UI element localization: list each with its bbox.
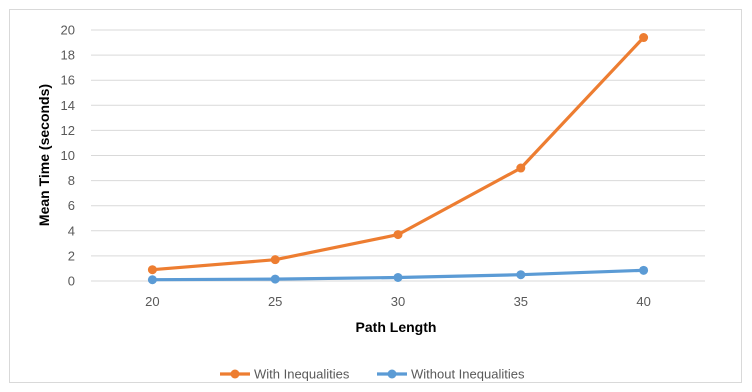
y-tick-label: 14 (61, 98, 75, 113)
series-lines (147, 33, 649, 285)
x-tick-label: 40 (636, 294, 650, 309)
y-tick-label: 12 (61, 123, 75, 138)
legend-label-without-inequalities: Without Inequalities (411, 367, 525, 382)
legend-marker-without-inequalities (387, 369, 397, 379)
x-tick-label: 20 (145, 294, 159, 309)
x-axis-title: Path Length (356, 319, 437, 335)
legend-marker-with-inequalities (230, 369, 240, 379)
data-point-without-inequalities (639, 265, 649, 275)
y-tick-label: 20 (61, 23, 75, 38)
data-point-with-inequalities (639, 33, 649, 43)
data-point-without-inequalities (147, 275, 157, 285)
data-point-without-inequalities (516, 270, 526, 280)
y-axis-title: Mean Time (seconds) (36, 84, 52, 226)
data-point-without-inequalities (270, 274, 280, 284)
data-point-with-inequalities (270, 255, 280, 265)
y-tick-label: 2 (68, 248, 75, 263)
x-tick-labels: 20 25 30 35 40 (145, 294, 651, 309)
x-tick-label: 30 (391, 294, 405, 309)
y-tick-label: 6 (68, 198, 75, 213)
gridlines (91, 29, 705, 282)
legend: With Inequalities Without Inequalities (220, 367, 525, 382)
chart-frame (9, 9, 742, 383)
data-point-with-inequalities (393, 230, 403, 240)
y-tick-label: 4 (68, 223, 75, 238)
y-tick-label: 0 (68, 274, 75, 289)
data-point-with-inequalities (516, 163, 526, 173)
data-point-with-inequalities (147, 265, 157, 275)
legend-label-with-inequalities: With Inequalities (254, 367, 350, 382)
y-tick-labels: 0 2 4 6 8 10 12 14 16 18 20 (61, 23, 75, 289)
y-tick-label: 16 (61, 73, 75, 88)
x-tick-label: 35 (514, 294, 528, 309)
x-tick-label: 25 (268, 294, 282, 309)
y-tick-label: 8 (68, 173, 75, 188)
y-tick-label: 18 (61, 48, 75, 63)
data-point-without-inequalities (393, 272, 403, 282)
y-tick-label: 10 (61, 148, 75, 163)
